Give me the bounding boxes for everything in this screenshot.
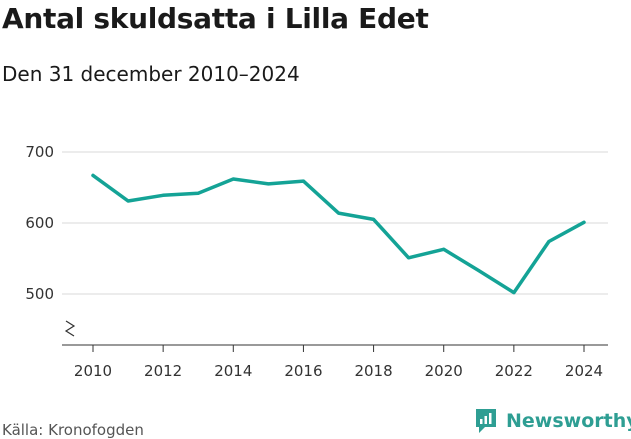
brand-logo: Newsworthy xyxy=(474,408,631,434)
data-point-2024 xyxy=(582,220,586,224)
data-point-2020 xyxy=(442,247,446,251)
data-point-2018 xyxy=(372,217,376,221)
y-tick-label: 700 xyxy=(25,143,54,161)
data-point-2013 xyxy=(196,191,200,195)
x-tick-label: 2014 xyxy=(214,362,252,380)
y-tick-label: 600 xyxy=(25,214,54,232)
x-tick-label: 2010 xyxy=(74,362,112,380)
x-tick-label: 2012 xyxy=(144,362,182,380)
series-line xyxy=(91,173,586,295)
grid-lines xyxy=(62,151,608,295)
data-point-2010 xyxy=(91,173,95,177)
data-point-2023 xyxy=(547,240,551,243)
data-point-2015 xyxy=(266,182,270,186)
x-tick-label: 2016 xyxy=(284,362,322,380)
data-points xyxy=(91,173,586,295)
data-point-2021 xyxy=(477,269,481,273)
x-tick-label: 2018 xyxy=(354,362,392,380)
axis-break-icon xyxy=(64,320,76,337)
data-point-2019 xyxy=(407,256,411,260)
data-point-2014 xyxy=(231,177,235,181)
data-point-2022 xyxy=(512,291,516,295)
chart-subtitle: Den 31 december 2010–2024 xyxy=(2,62,300,86)
chart-title: Antal skuldsatta i Lilla Edet xyxy=(2,2,429,35)
data-point-2016 xyxy=(301,179,305,183)
y-tick-label: 500 xyxy=(25,285,54,303)
data-point-2011 xyxy=(126,199,130,203)
x-tick-label: 2020 xyxy=(425,362,463,380)
source-note: Källa: Kronofogden xyxy=(2,421,144,439)
data-point-2012 xyxy=(161,193,165,197)
x-tick-label: 2022 xyxy=(495,362,533,380)
y-axis-ticks: 500 600 700 xyxy=(25,143,54,303)
x-tick-label: 2024 xyxy=(565,362,603,380)
newsworthy-logo-icon xyxy=(476,409,496,433)
brand-name: Newsworthy xyxy=(506,410,631,432)
data-point-2017 xyxy=(337,211,340,215)
x-axis-ticks: 2010 2012 2014 2016 2018 2020 2022 2024 xyxy=(74,345,603,380)
